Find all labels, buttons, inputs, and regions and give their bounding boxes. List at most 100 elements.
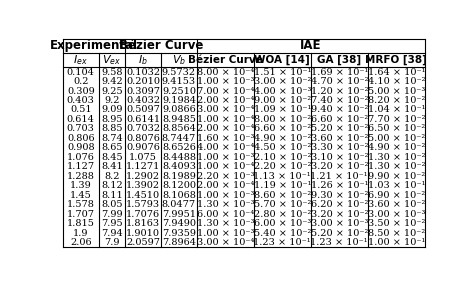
Text: 1.127: 1.127	[67, 162, 95, 171]
Text: 8.9485: 8.9485	[162, 115, 196, 124]
Text: 1.076: 1.076	[67, 153, 95, 162]
Text: 0.403: 0.403	[67, 96, 95, 105]
Text: 7.95: 7.95	[101, 219, 123, 228]
Text: MRFO [38]: MRFO [38]	[365, 55, 427, 65]
Text: 6.60 × 10⁻²: 6.60 × 10⁻²	[310, 115, 368, 124]
Text: 1.45: 1.45	[70, 191, 91, 200]
Text: 1.00 × 10⁻⁴: 1.00 × 10⁻⁴	[197, 115, 254, 124]
Text: 1.815: 1.815	[67, 219, 95, 228]
Text: 1.578: 1.578	[67, 200, 95, 209]
Text: 1.9010: 1.9010	[126, 229, 160, 238]
Text: 3.20 × 10⁻²: 3.20 × 10⁻²	[310, 162, 368, 171]
Text: 8.7447: 8.7447	[162, 134, 196, 143]
Text: 7.70 × 10⁻²: 7.70 × 10⁻²	[367, 115, 425, 124]
Text: 2.20 × 10⁻²: 2.20 × 10⁻²	[254, 162, 311, 171]
Text: 8.0477: 8.0477	[162, 200, 196, 209]
Text: 9.4153: 9.4153	[162, 77, 196, 86]
Text: 9.25: 9.25	[101, 87, 123, 96]
Text: 1.075: 1.075	[129, 153, 157, 162]
Text: 0.614: 0.614	[67, 115, 95, 124]
Text: $I_b$: $I_b$	[138, 53, 148, 67]
Text: 2.00 × 10⁻⁴: 2.00 × 10⁻⁴	[197, 96, 254, 105]
Text: 7.9951: 7.9951	[162, 210, 196, 219]
Text: 7.99: 7.99	[101, 210, 123, 219]
Text: IAE: IAE	[300, 39, 321, 52]
Text: 8.4093: 8.4093	[162, 162, 196, 171]
Text: 1.64 × 10⁻¹: 1.64 × 10⁻¹	[367, 67, 425, 77]
Text: 2.80 × 10⁻²: 2.80 × 10⁻²	[254, 210, 311, 219]
Text: 5.00 × 10⁻²: 5.00 × 10⁻²	[368, 134, 425, 143]
Text: 1.9: 1.9	[73, 229, 89, 238]
Text: 2.00 × 10⁻⁴: 2.00 × 10⁻⁴	[197, 181, 254, 190]
Text: 1.4510: 1.4510	[126, 191, 160, 200]
Text: 0.5097: 0.5097	[126, 106, 160, 114]
Text: 8.8564: 8.8564	[162, 124, 196, 133]
Text: 6.00 × 10⁻⁴: 6.00 × 10⁻⁴	[197, 210, 254, 219]
Text: 0.8076: 0.8076	[126, 134, 160, 143]
Text: 8.1989: 8.1989	[162, 172, 196, 181]
Text: 7.9490: 7.9490	[162, 219, 196, 228]
Text: 2.10 × 10⁻²: 2.10 × 10⁻²	[254, 153, 311, 162]
Text: 4.90 × 10⁻²: 4.90 × 10⁻²	[254, 134, 311, 143]
Text: 1.3902: 1.3902	[126, 181, 160, 190]
Text: 8.05: 8.05	[101, 200, 123, 209]
Text: 8.2: 8.2	[104, 172, 120, 181]
Text: 6.60 × 10⁻²: 6.60 × 10⁻²	[254, 124, 311, 133]
Text: 1.1271: 1.1271	[126, 162, 160, 171]
Text: 4.00 × 10⁻⁴: 4.00 × 10⁻⁴	[197, 143, 254, 152]
Text: 0.104: 0.104	[67, 67, 95, 77]
Text: 5.20 × 10⁻²: 5.20 × 10⁻²	[310, 124, 368, 133]
Text: Bézier Curve: Bézier Curve	[188, 55, 263, 65]
Text: 9.30 × 10⁻²: 9.30 × 10⁻²	[310, 191, 368, 200]
Text: 8.60 × 10⁻²: 8.60 × 10⁻²	[254, 191, 311, 200]
Text: 1.30 × 10⁻³: 1.30 × 10⁻³	[197, 200, 254, 209]
Text: 1.30 × 10⁻²: 1.30 × 10⁻²	[367, 162, 425, 171]
Text: 1.2902: 1.2902	[126, 172, 160, 181]
Text: 4.90 × 10⁻²: 4.90 × 10⁻²	[368, 143, 425, 152]
Text: 1.00 × 10⁻³: 1.00 × 10⁻³	[197, 77, 254, 86]
Text: 8.74: 8.74	[101, 134, 123, 143]
Text: 8.1068: 8.1068	[162, 191, 196, 200]
Text: 1.03 × 10⁻¹: 1.03 × 10⁻¹	[367, 181, 425, 190]
Text: 1.20 × 10⁻²: 1.20 × 10⁻²	[310, 87, 368, 96]
Text: 0.2010: 0.2010	[126, 77, 160, 86]
Text: 8.11: 8.11	[101, 191, 123, 200]
Text: 4.10 × 10⁻²: 4.10 × 10⁻²	[367, 77, 425, 86]
Text: 3.60 × 10⁻²: 3.60 × 10⁻²	[310, 134, 368, 143]
Text: 8.41: 8.41	[101, 162, 123, 171]
Text: 1.30 × 10⁻²: 1.30 × 10⁻²	[367, 153, 425, 162]
Text: 1.5793: 1.5793	[126, 200, 160, 209]
Text: 1.8163: 1.8163	[126, 219, 160, 228]
Text: 0.7032: 0.7032	[126, 124, 160, 133]
Text: 9.0866: 9.0866	[162, 106, 196, 114]
Text: 9.42: 9.42	[101, 77, 123, 86]
Text: 0.6141: 0.6141	[126, 115, 160, 124]
Text: 8.65: 8.65	[101, 143, 123, 152]
Text: 6.20 × 10⁻²: 6.20 × 10⁻²	[310, 200, 368, 209]
Text: 7.94: 7.94	[101, 229, 123, 238]
Text: 8.00 × 10⁻⁴: 8.00 × 10⁻⁴	[197, 67, 254, 77]
Text: 8.4488: 8.4488	[162, 153, 196, 162]
Text: 5.40 × 10⁻²: 5.40 × 10⁻²	[254, 229, 311, 238]
Text: 8.95: 8.95	[101, 115, 123, 124]
Text: 0.4032: 0.4032	[126, 96, 160, 105]
Text: 1.23 × 10⁻¹: 1.23 × 10⁻¹	[254, 238, 311, 247]
Text: 1.7076: 1.7076	[126, 210, 160, 219]
Text: 9.09: 9.09	[101, 106, 123, 114]
Text: 2.0597: 2.0597	[126, 238, 160, 247]
Text: 9.2: 9.2	[104, 96, 120, 105]
Text: 0.1032: 0.1032	[126, 67, 160, 77]
Text: 4.50 × 10⁻²: 4.50 × 10⁻²	[254, 143, 311, 152]
Text: 0.9076: 0.9076	[126, 143, 160, 152]
Text: 1.00 × 10⁻³: 1.00 × 10⁻³	[197, 153, 254, 162]
Text: 0.309: 0.309	[67, 87, 95, 96]
Text: 1.30 × 10⁻³: 1.30 × 10⁻³	[197, 219, 254, 228]
Text: 1.21 × 10⁻¹: 1.21 × 10⁻¹	[310, 172, 368, 181]
Text: 4.70 × 10⁻²: 4.70 × 10⁻²	[310, 77, 368, 86]
Text: 0.2: 0.2	[73, 77, 89, 86]
Text: $V_b$: $V_b$	[172, 53, 186, 67]
Text: 0.3097: 0.3097	[126, 87, 160, 96]
Text: 3.00 × 10⁻³: 3.00 × 10⁻³	[367, 210, 425, 219]
Text: 1.09 × 10⁻¹: 1.09 × 10⁻¹	[254, 106, 311, 114]
Text: 1.51 × 10⁻¹: 1.51 × 10⁻¹	[254, 67, 311, 77]
